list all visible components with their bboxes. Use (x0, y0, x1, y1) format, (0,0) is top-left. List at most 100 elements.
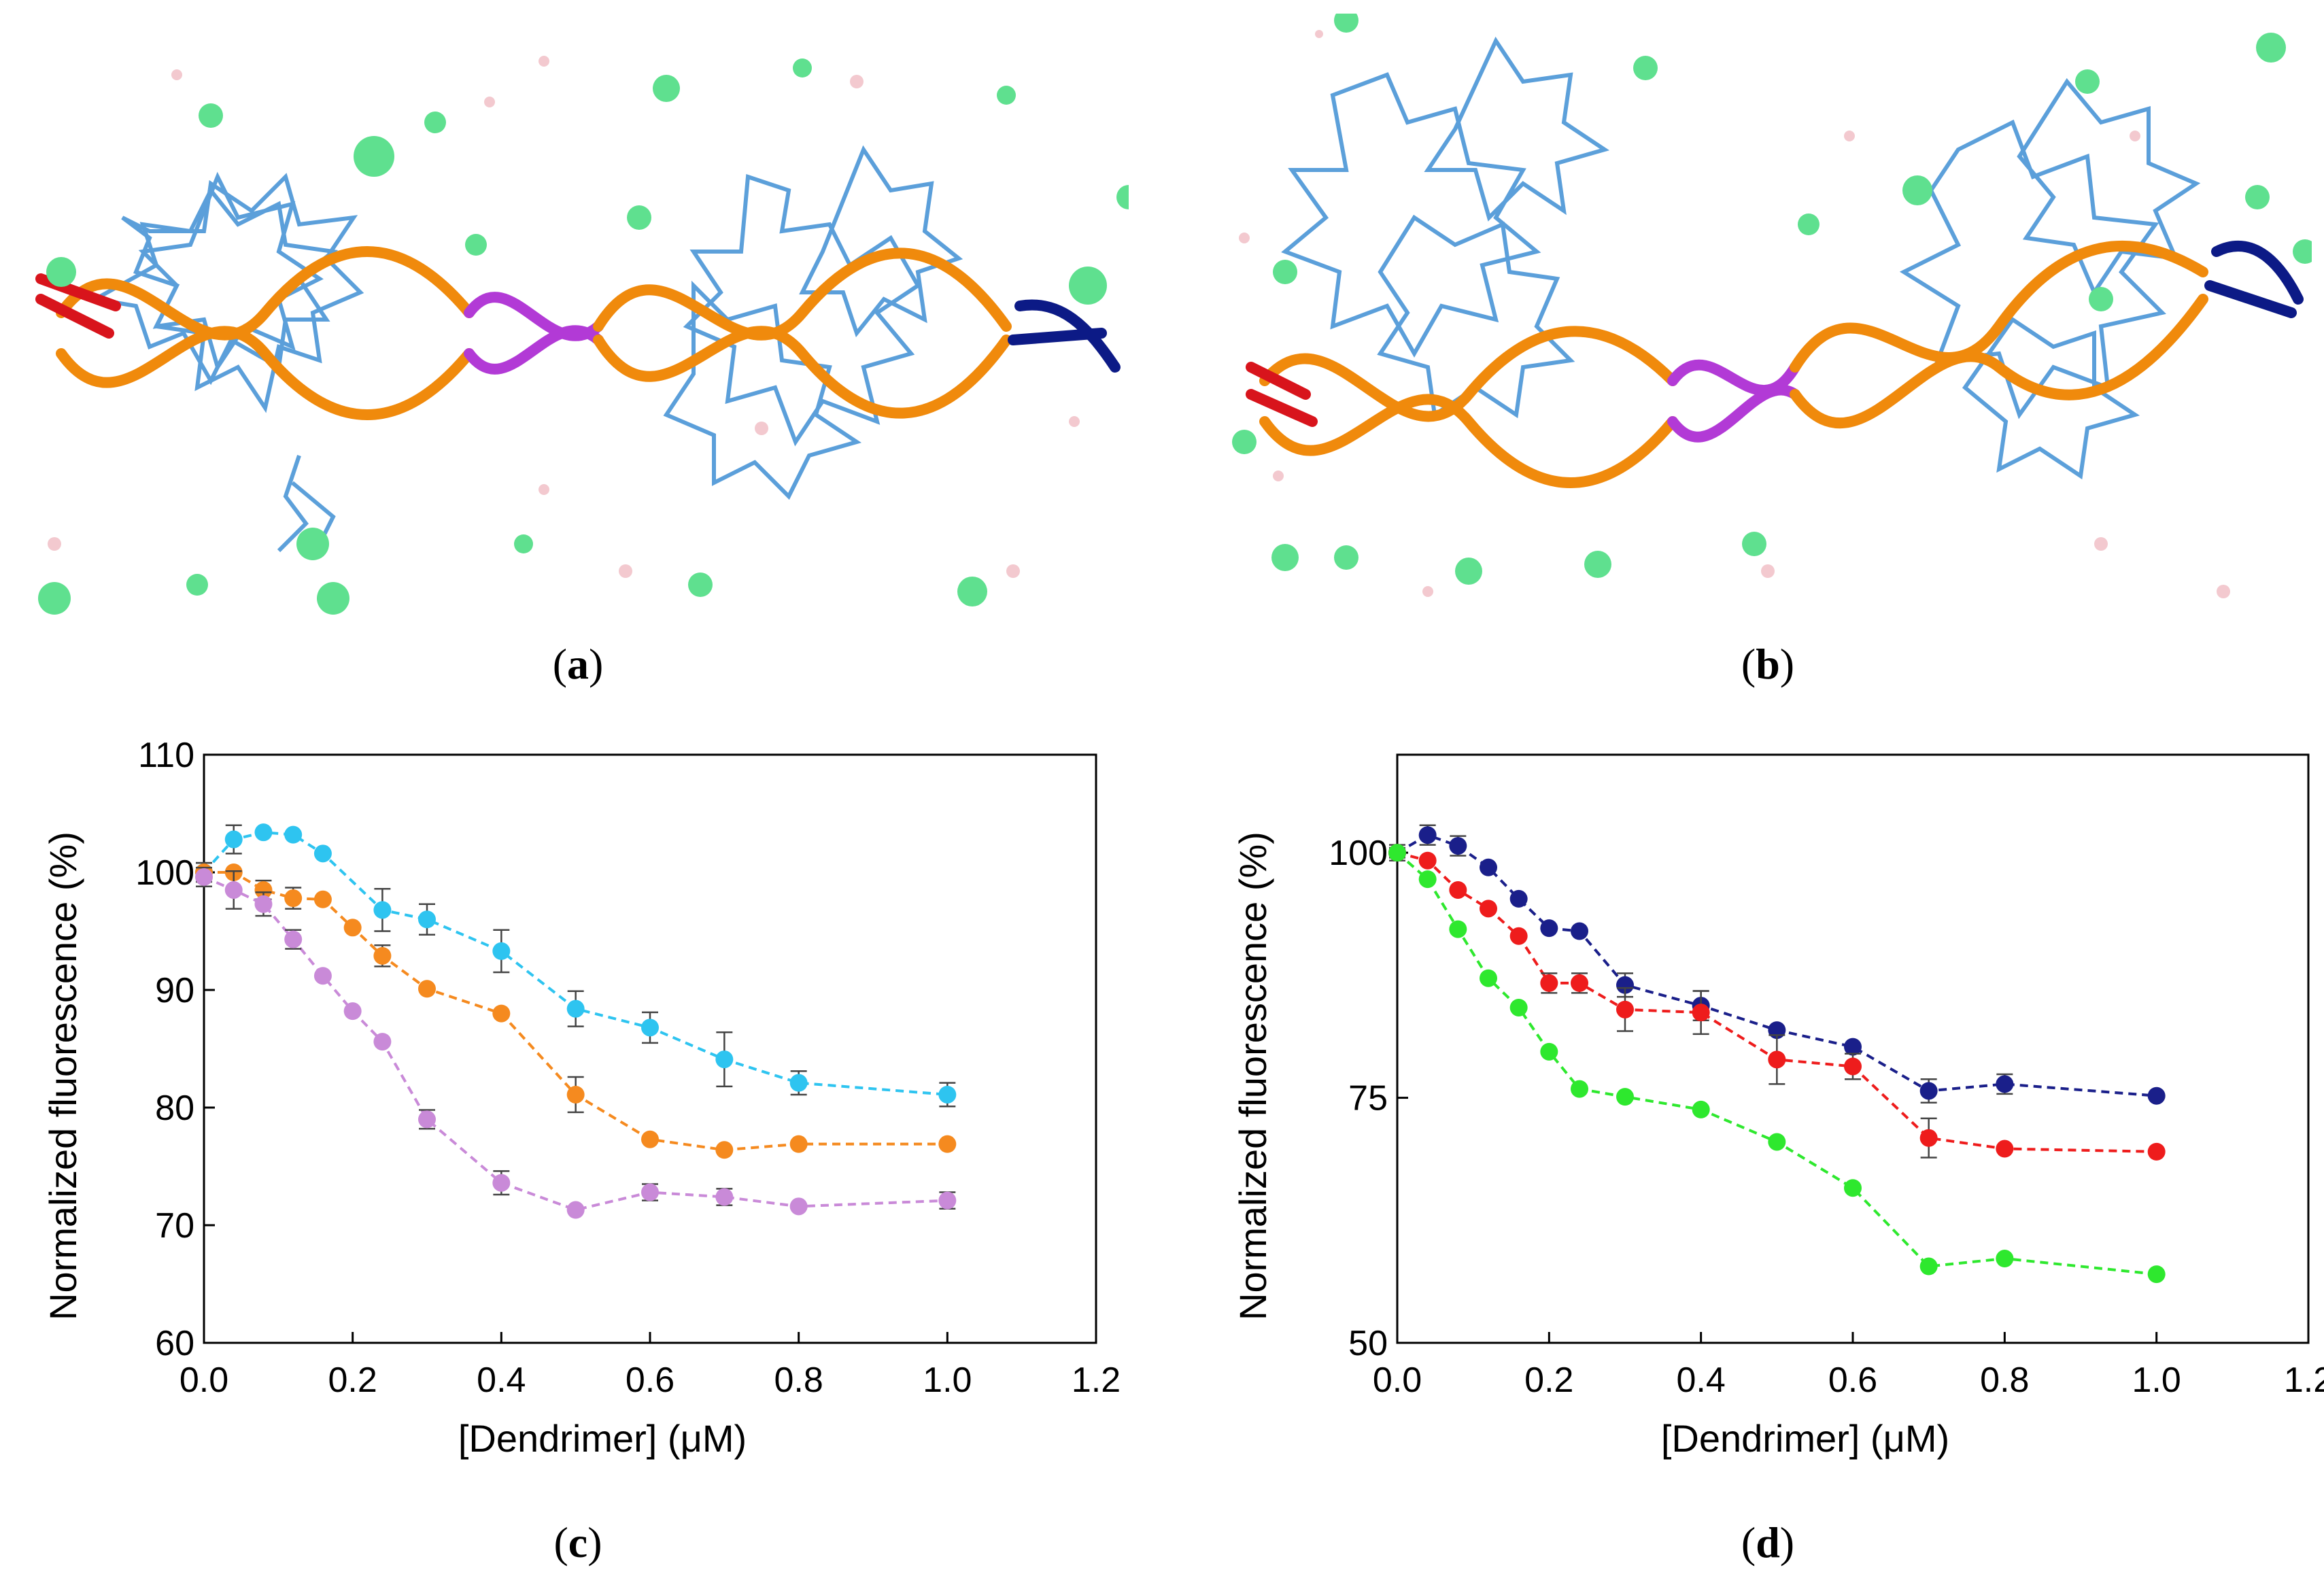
series-green (1388, 844, 2166, 1284)
x-tick-label: 0.2 (1524, 1361, 1573, 1400)
chart-d: 0.0 0.2 0.4 0.6 0.8 1.0 1.2 50 75 100 [Dendrimer] … (1231, 753, 2324, 1460)
x-tick-label: 1.0 (2132, 1361, 2181, 1400)
x-tick-label: 0.2 (328, 1361, 377, 1400)
data-point-cyan (373, 901, 392, 919)
data-point-orange (284, 889, 303, 908)
data-point-green (1571, 1080, 1588, 1098)
data-point-cyan (224, 830, 243, 849)
data-point-lilac (373, 1033, 392, 1051)
y-axis-label: Normalized fluorescence (%) (1231, 832, 1274, 1320)
x-tick-label: 0.0 (180, 1361, 228, 1400)
data-point-orange (343, 919, 362, 937)
data-point-red (1919, 1129, 1938, 1147)
data-point-lilac (789, 1197, 808, 1216)
x-tick-label: 1.2 (2284, 1361, 2324, 1400)
data-point-lilac (313, 967, 332, 985)
data-point-navy (1418, 826, 1437, 844)
panel-label-d: (d) (1741, 1518, 1795, 1567)
data-point-green (1449, 920, 1467, 938)
chart-c: 0.0 0.2 0.4 0.6 0.8 1.0 1.2 60 70 80 90 100 110 [Dend… (41, 736, 1121, 1460)
data-point-orange (373, 946, 392, 965)
y-tick-label: 100 (1329, 834, 1388, 873)
data-point-green (1768, 1133, 1786, 1151)
y-tick-label: 90 (155, 971, 194, 1010)
plot-frame (203, 753, 1097, 1344)
data-point-green (1418, 870, 1437, 889)
dna-helix-b (1246, 240, 2304, 488)
data-point-lilac (195, 868, 213, 886)
data-point-red (1996, 1140, 2014, 1158)
panel-label-c: (c) (553, 1518, 602, 1567)
ions-b (1232, 14, 2312, 598)
data-point-green (2147, 1265, 2166, 1284)
molecular-render-b (1232, 14, 2312, 598)
data-point-lilac (343, 1002, 362, 1021)
dendrimer-cloud-right-a (663, 145, 963, 500)
data-point-lilac (938, 1191, 957, 1210)
data-point-red (1844, 1057, 1862, 1076)
data-point-cyan (938, 1085, 957, 1104)
data-point-orange (566, 1085, 585, 1104)
series-cyan (195, 823, 957, 1108)
panel-label-b: (b) (1741, 640, 1795, 688)
data-point-cyan (715, 1050, 734, 1069)
data-point-cyan (313, 844, 332, 863)
data-point-cyan (284, 825, 303, 844)
molecular-render-a (35, 56, 1129, 615)
data-point-lilac (492, 1174, 511, 1192)
data-point-green (1540, 1042, 1558, 1061)
data-point-lilac (254, 895, 273, 913)
data-point-red (1692, 1004, 1710, 1022)
dendrimer-cloud-left-b (1281, 36, 1610, 419)
y-axis-label: Normalized fluorescence (%) (41, 832, 84, 1320)
data-point-red (1540, 974, 1558, 992)
data-point-navy (1844, 1038, 1862, 1056)
y-tick-label: 80 (155, 1089, 194, 1128)
data-point-red (1418, 851, 1437, 870)
y-tick-label: 50 (1348, 1324, 1388, 1363)
data-point-red (1480, 900, 1497, 918)
data-point-navy (1571, 922, 1588, 940)
series-line-cyan (203, 831, 948, 1096)
data-point-orange (938, 1135, 957, 1153)
series-orange (195, 861, 957, 1159)
series-line-green (1396, 851, 2157, 1276)
x-tick-label: 0.8 (1980, 1361, 2029, 1400)
data-point-green (1509, 998, 1528, 1016)
data-point-green (1919, 1257, 1938, 1276)
data-point-navy (1919, 1082, 1938, 1100)
data-point-green (1692, 1100, 1710, 1118)
data-point-lilac (641, 1183, 659, 1201)
data-point-red (1616, 1000, 1634, 1019)
y-tick-label: 100 (135, 853, 194, 893)
data-point-red (1768, 1050, 1786, 1069)
series-lilac (195, 866, 957, 1219)
data-point-orange (641, 1130, 659, 1148)
data-point-navy (1996, 1075, 2014, 1093)
data-point-cyan (418, 910, 436, 929)
data-point-cyan (641, 1019, 659, 1037)
x-tick-label: 0.4 (477, 1361, 526, 1400)
y-tick-label: 75 (1348, 1079, 1388, 1118)
series-line-lilac (203, 876, 948, 1212)
data-point-lilac (224, 880, 243, 899)
data-point-red (2147, 1142, 2166, 1161)
data-point-orange (715, 1141, 734, 1159)
x-tick-label: 0.6 (1828, 1361, 1877, 1400)
data-point-cyan (566, 999, 585, 1018)
data-point-lilac (284, 930, 303, 948)
data-point-lilac (715, 1188, 734, 1206)
y-tick-label: 110 (138, 736, 194, 775)
data-point-navy (1509, 889, 1528, 908)
data-point-navy (1616, 976, 1634, 994)
x-axis-label: [Dendrimer] (μM) (458, 1417, 747, 1460)
data-point-red (1571, 974, 1588, 992)
data-point-navy (1540, 919, 1558, 938)
data-point-green (1480, 969, 1497, 987)
data-point-lilac (418, 1110, 436, 1129)
x-tick-label: 0.6 (626, 1361, 674, 1400)
y-tick-label: 70 (155, 1206, 194, 1246)
data-point-red (1449, 880, 1467, 899)
x-tick-label: 0.8 (774, 1361, 823, 1400)
data-point-cyan (492, 942, 511, 960)
